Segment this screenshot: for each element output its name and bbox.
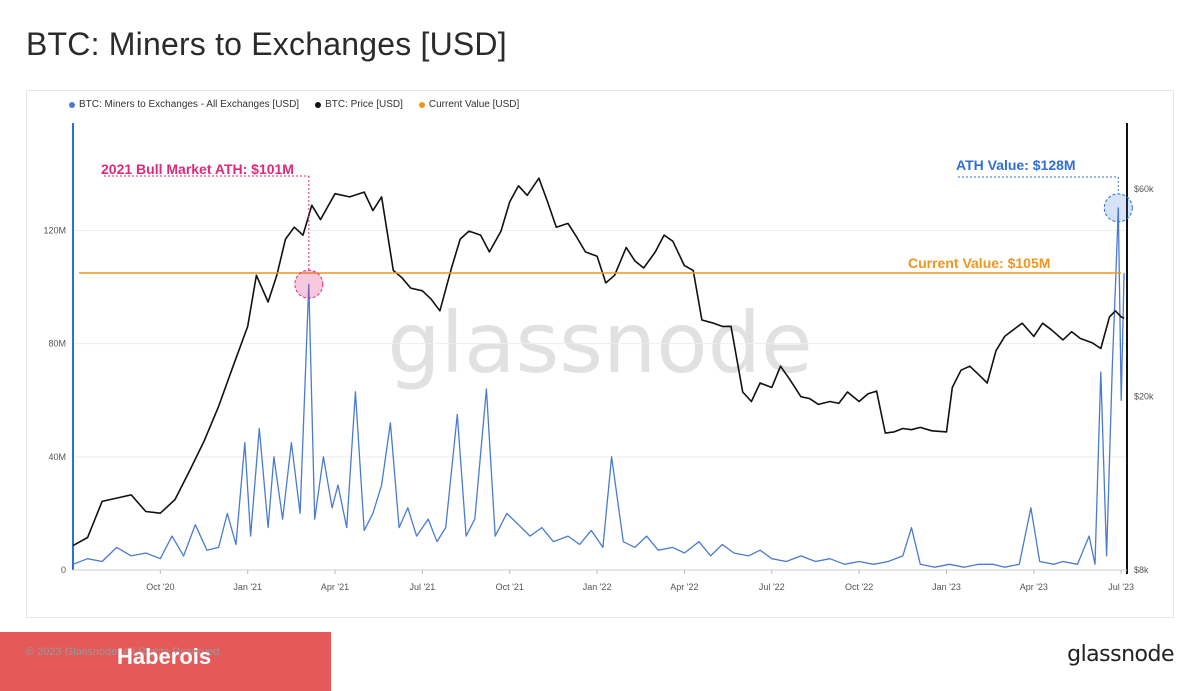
x-tick-label: Apr '21 bbox=[321, 582, 349, 592]
x-tick-label: Jan '22 bbox=[583, 582, 612, 592]
x-tick-label: Jul '21 bbox=[410, 582, 436, 592]
series-btc-price-line bbox=[72, 177, 1125, 547]
legend-label-price: BTC: Price [USD] bbox=[325, 99, 403, 110]
chart-frame bbox=[26, 90, 1174, 618]
ath-marker bbox=[1103, 193, 1133, 223]
y-left-tick-label: 120M bbox=[43, 226, 66, 236]
x-tick-label: Jul '23 bbox=[1108, 582, 1134, 592]
page-title: BTC: Miners to Exchanges [USD] bbox=[26, 26, 507, 62]
bull-ath-annotation: 2021 Bull Market ATH: $101M bbox=[101, 161, 294, 177]
y-left-tick-label: 0 bbox=[61, 565, 66, 575]
x-tick-label: Apr '23 bbox=[1020, 582, 1048, 592]
legend-item-current[interactable]: Current Value [USD] bbox=[418, 99, 520, 110]
legend-label-miners: BTC: Miners to Exchanges - All Exchanges… bbox=[79, 99, 300, 110]
copyright-text: © 2023 Glassnode. All Rights Reserved. bbox=[26, 646, 223, 658]
brand-banner bbox=[0, 632, 331, 691]
legend-item-miners[interactable]: BTC: Miners to Exchanges - All Exchanges… bbox=[69, 99, 299, 110]
y-right-tick-label: $20k bbox=[1134, 392, 1154, 402]
x-tick-label: Apr '22 bbox=[670, 582, 698, 592]
y-left-tick-label: 80M bbox=[48, 339, 66, 349]
x-tick-label: Oct '20 bbox=[146, 582, 174, 592]
x-tick-label: Jan '21 bbox=[233, 582, 262, 592]
current-value-annotation: Current Value: $105M bbox=[908, 255, 1050, 271]
legend-dot-price bbox=[315, 101, 322, 108]
brand-banner-text: Haberois bbox=[117, 644, 212, 669]
legend-item-price[interactable]: BTC: Price [USD] bbox=[315, 99, 403, 110]
legend: BTC: Miners to Exchanges - All Exchanges… bbox=[69, 99, 519, 110]
series-miners-to-exchanges-line bbox=[72, 207, 1125, 568]
x-tick-label: Oct '21 bbox=[496, 582, 524, 592]
legend-dot-current bbox=[418, 101, 425, 108]
y-left-tick-label: 40M bbox=[48, 452, 66, 462]
glassnode-logo: glassnode bbox=[1067, 642, 1174, 667]
bull-ath-marker bbox=[294, 269, 324, 299]
legend-dot-miners bbox=[69, 101, 75, 108]
ath-annotation: ATH Value: $128M bbox=[956, 157, 1076, 173]
watermark: glassnode bbox=[387, 294, 812, 392]
x-tick-label: Jan '23 bbox=[932, 582, 961, 592]
x-tick-label: Jul '22 bbox=[759, 582, 785, 592]
legend-label-current: Current Value [USD] bbox=[428, 99, 520, 110]
y-right-tick-label: $8k bbox=[1134, 565, 1149, 575]
y-right-tick-label: $60k bbox=[1134, 184, 1154, 194]
x-tick-label: Oct '22 bbox=[845, 582, 873, 592]
